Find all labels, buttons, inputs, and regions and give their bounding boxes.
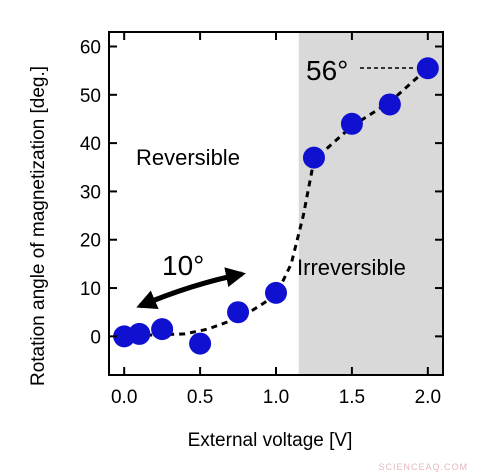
max-angle-label: 56° [306, 55, 348, 86]
y-tick-label-2: 20 [80, 231, 101, 252]
x-tick-label-1: 0.5 [187, 387, 213, 408]
reversible-label: Reversible [136, 145, 240, 170]
y-tick-label-1: 10 [80, 279, 101, 300]
y-tick-label-0: 0 [90, 327, 101, 348]
swing-angle-label: 10° [162, 250, 204, 281]
irreversible-region-shade [298, 32, 443, 375]
x-tick-label-0: 0.0 [111, 387, 137, 408]
data-point-7 [340, 112, 363, 135]
y-axis-label: Rotation angle of magnetization [deg.] [28, 66, 49, 386]
irreversible-label: Irreversible [297, 255, 406, 280]
data-point-3 [189, 332, 212, 355]
watermark: SCIENCEAQ.COM [378, 462, 468, 472]
y-tick-label-4: 40 [80, 134, 101, 155]
data-point-4 [227, 301, 250, 324]
y-tick-label-6: 60 [80, 37, 101, 58]
x-tick-label-2: 1.0 [263, 387, 289, 408]
x-axis-ticks: 0.0 0.5 1.0 1.5 2.0 [111, 32, 441, 408]
swing-arrow [136, 267, 246, 309]
x-axis-label: External voltage [V] [188, 430, 353, 451]
data-point-9 [416, 57, 439, 80]
data-point-5 [265, 281, 287, 304]
y-tick-label-5: 50 [80, 86, 101, 107]
x-tick-label-3: 1.5 [339, 387, 365, 408]
x-tick-label-4: 2.0 [415, 387, 441, 408]
data-point-6 [302, 146, 325, 169]
data-point-1 [128, 322, 151, 345]
data-point-2 [151, 318, 174, 341]
y-axis-ticks: 0 10 20 30 40 50 60 [80, 37, 443, 348]
data-point-8 [378, 93, 401, 116]
y-tick-label-3: 30 [80, 182, 101, 203]
